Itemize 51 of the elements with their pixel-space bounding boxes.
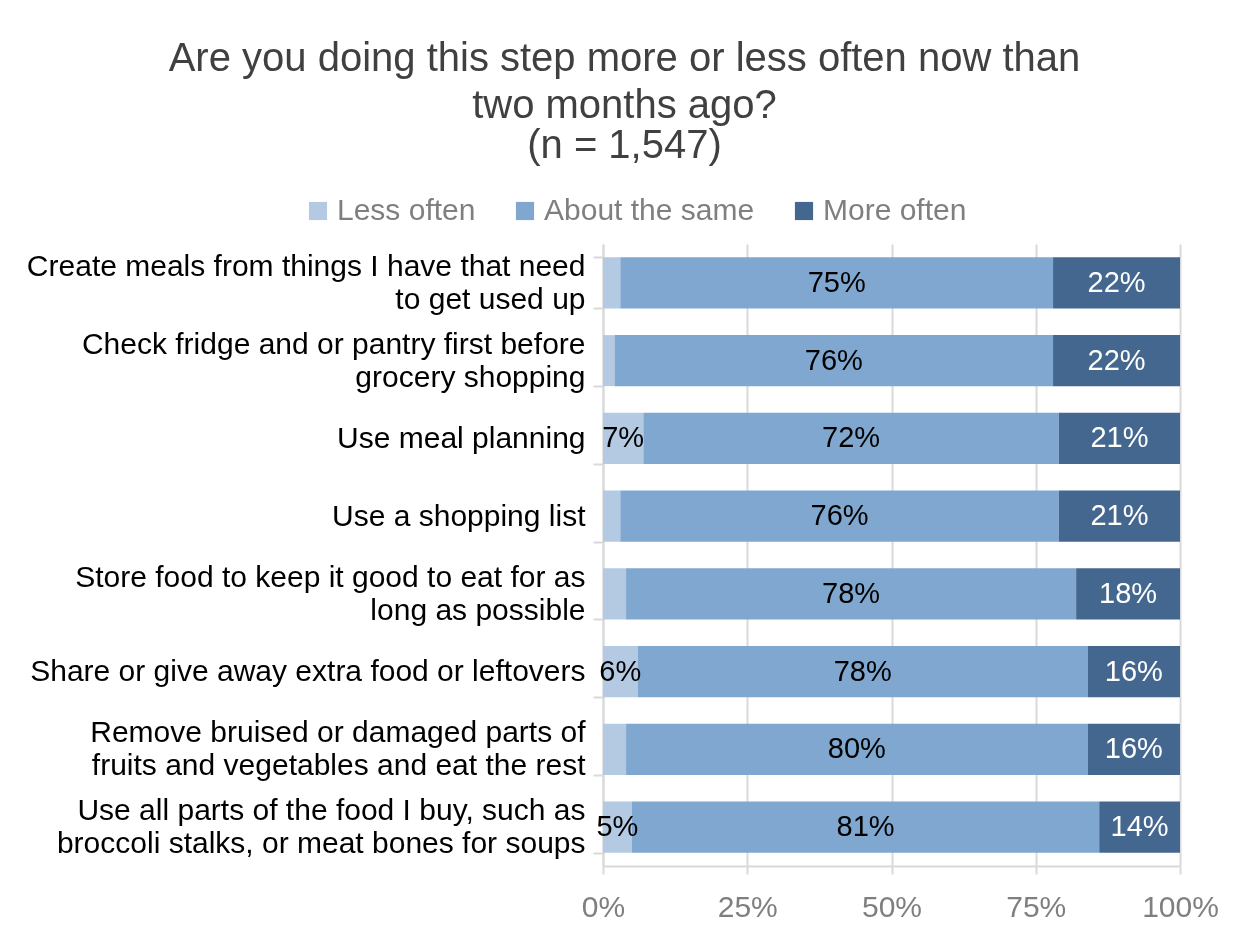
legend-label: Less often — [337, 193, 476, 226]
y-tick-label: Store food to keep it good to eat for as long as possible — [75, 559, 586, 626]
y-tick-label: Use all parts of the food I buy, such as broccoli stalks, or meat bones for soups — [56, 793, 586, 860]
x-tick-label: 0% — [581, 889, 626, 923]
y-tick-label: Use a shopping list — [332, 498, 587, 532]
bar — [603, 568, 627, 620]
y-tick-label: Use meal planning — [337, 420, 586, 454]
legend-label: About the same — [544, 193, 755, 226]
data-label: 18% — [1099, 576, 1158, 609]
legend-label: More often — [823, 193, 967, 226]
bar — [626, 723, 1088, 775]
data-label: 72% — [822, 421, 881, 454]
data-label: 76% — [804, 343, 863, 376]
y-tick-label: Share or give away extra food or leftovers — [30, 654, 586, 688]
bar — [620, 490, 1059, 542]
x-tick-label: 50% — [861, 889, 923, 923]
data-label: 75% — [807, 265, 866, 298]
data-label: 22% — [1087, 265, 1146, 298]
data-label: 76% — [810, 499, 869, 532]
data-label: 14% — [1110, 810, 1169, 843]
bar — [620, 257, 1054, 309]
data-label: 81% — [836, 810, 895, 843]
bar — [626, 568, 1077, 620]
data-label: 22% — [1087, 343, 1146, 376]
data-label: 6% — [599, 654, 642, 687]
bar — [1058, 412, 1180, 464]
bar — [614, 335, 1054, 387]
data-label: 7% — [602, 421, 645, 454]
y-tick-label: Remove bruised or damaged parts of fruits and vegetables and eat the rest — [90, 715, 587, 782]
bar — [643, 412, 1059, 464]
x-tick-label: 100% — [1142, 889, 1219, 923]
data-label: 16% — [1104, 732, 1163, 765]
bar — [603, 490, 621, 542]
bar — [603, 257, 621, 309]
data-label: 21% — [1090, 421, 1149, 454]
bar — [1053, 335, 1180, 387]
bar — [1058, 490, 1180, 542]
data-label: 5% — [596, 810, 639, 843]
bar — [603, 335, 615, 387]
data-label: 78% — [833, 654, 892, 687]
x-tick-label: 75% — [1006, 889, 1067, 923]
x-tick-label: 25% — [717, 889, 778, 923]
y-tick-label: Check fridge and or pantry first before grocery shopping — [81, 326, 586, 393]
data-label: 21% — [1090, 499, 1149, 532]
bar — [603, 723, 627, 775]
data-label: 80% — [827, 732, 886, 765]
bar — [1053, 257, 1180, 309]
y-tick-label: Create meals from things I have that need to get used up — [26, 248, 586, 315]
bar — [1076, 568, 1180, 620]
data-label: 78% — [822, 576, 881, 609]
data-label: 16% — [1104, 654, 1163, 687]
